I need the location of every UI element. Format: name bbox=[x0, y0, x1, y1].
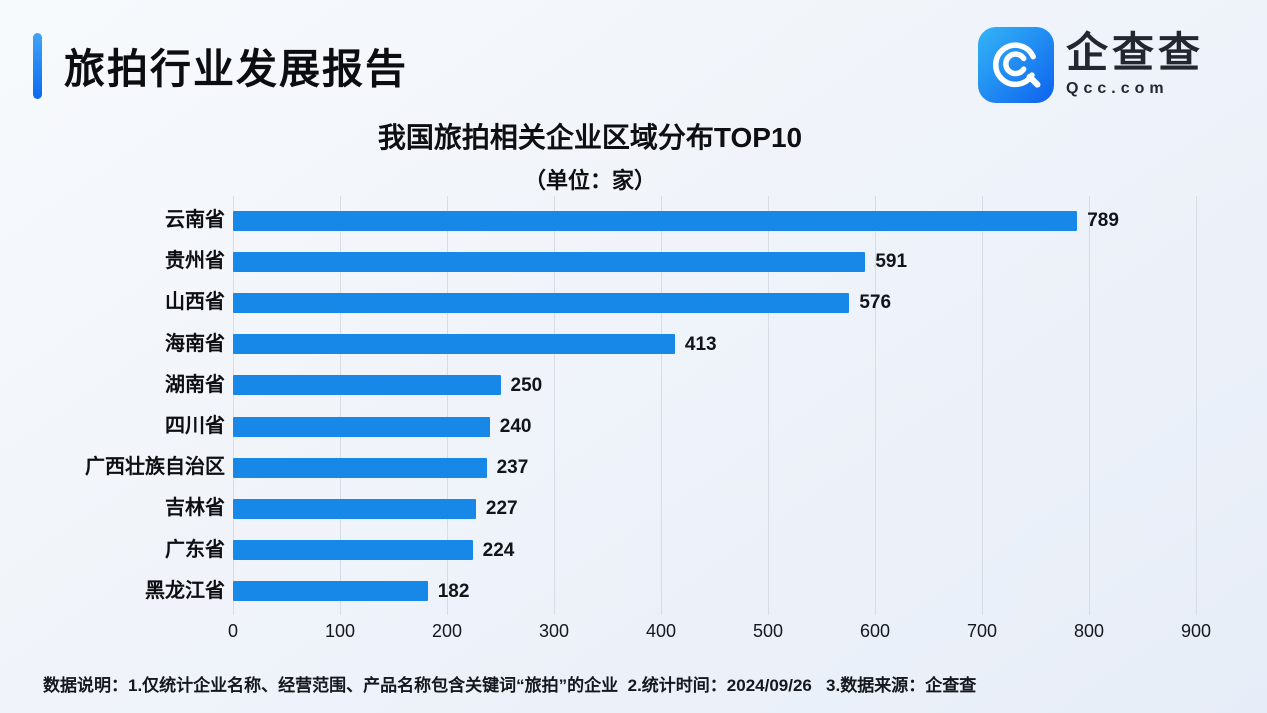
value-axis: 0 100 200 300 400 500 600 700 800 900 bbox=[228, 621, 1211, 645]
x-tick-label: 0 bbox=[227, 621, 239, 641]
category-label: 黑龙江省 bbox=[145, 579, 225, 602]
data-source-note: 数据说明：1.仅统计企业名称、经营范围、产品名称包含关键词“旅拍”的企业 2.统… bbox=[43, 676, 977, 695]
bar-row: 224 bbox=[233, 530, 1196, 571]
bar-row: 576 bbox=[233, 282, 1196, 323]
bar-row: 227 bbox=[233, 488, 1196, 529]
gridline bbox=[340, 196, 341, 615]
category-label: 云南省 bbox=[165, 209, 225, 231]
value-label: 413 bbox=[684, 333, 717, 355]
bar bbox=[233, 457, 487, 478]
brand-domain: Qcc.com bbox=[1066, 80, 1169, 97]
value-label: 237 bbox=[496, 457, 529, 479]
gridline bbox=[875, 196, 876, 615]
value-label: 591 bbox=[875, 251, 908, 273]
bar bbox=[233, 498, 476, 519]
gridline bbox=[1089, 196, 1090, 615]
x-tick-label: 500 bbox=[752, 621, 784, 641]
gridline bbox=[1196, 196, 1197, 615]
brand-text: 企查查 Qcc.com bbox=[1066, 32, 1204, 98]
category-label: 吉林省 bbox=[165, 497, 225, 520]
x-tick-label: 700 bbox=[966, 621, 998, 641]
bar-row: 182 bbox=[233, 571, 1196, 612]
bar bbox=[233, 292, 850, 313]
bar bbox=[233, 581, 428, 602]
gridline bbox=[661, 196, 662, 615]
x-tick-label: 600 bbox=[859, 621, 891, 641]
bar bbox=[233, 540, 473, 561]
bar bbox=[233, 251, 866, 272]
bar bbox=[233, 210, 1078, 231]
brand-name: 企查查 bbox=[1066, 29, 1205, 76]
category-label: 湖南省 bbox=[165, 373, 225, 396]
value-label: 789 bbox=[1087, 210, 1119, 231]
gridline bbox=[982, 196, 983, 615]
grid-layer bbox=[233, 196, 1197, 615]
page-title: 旅拍行业发展报告 bbox=[64, 46, 408, 92]
value-label: 250 bbox=[510, 374, 543, 396]
qcc-magnifier-icon bbox=[978, 27, 1054, 103]
value-label: 224 bbox=[482, 539, 515, 561]
bar bbox=[233, 334, 675, 355]
gridline bbox=[233, 196, 234, 615]
value-label: 182 bbox=[437, 580, 470, 602]
x-tick-label: 900 bbox=[1180, 621, 1212, 641]
category-label: 海南省 bbox=[165, 332, 225, 355]
chart-title: 我国旅拍相关企业区域分布TOP10 bbox=[377, 122, 803, 153]
value-label: 240 bbox=[499, 416, 532, 437]
x-tick-label: 300 bbox=[538, 621, 570, 641]
x-tick-label: 100 bbox=[324, 621, 356, 641]
title-accent-bar bbox=[33, 33, 42, 99]
bar-row: 237 bbox=[233, 447, 1196, 488]
bar-row: 250 bbox=[233, 365, 1196, 406]
category-label: 贵州省 bbox=[165, 250, 225, 273]
bar-row: 789 bbox=[233, 200, 1196, 241]
bar bbox=[233, 375, 501, 396]
qcc-brand-logo: 企查查 Qcc.com bbox=[978, 27, 1204, 103]
category-axis: 云南省贵州省山西省海南省湖南省四川省广西壮族自治区吉林省广东省黑龙江省 bbox=[0, 200, 225, 612]
bar-row: 240 bbox=[233, 406, 1196, 447]
bar-plot-area: 789 591 576 413 250 240 237 227 224 182 bbox=[233, 200, 1196, 612]
value-label: 576 bbox=[859, 292, 892, 314]
value-label: 227 bbox=[485, 498, 518, 520]
gridline bbox=[554, 196, 555, 615]
bar bbox=[233, 416, 490, 437]
bar-row: 591 bbox=[233, 241, 1196, 282]
category-label: 四川省 bbox=[165, 415, 225, 437]
category-label: 广东省 bbox=[165, 538, 225, 561]
chart-title-block: 我国旅拍相关企业区域分布TOP10 （单位：家） bbox=[0, 116, 1180, 195]
category-label: 广西壮族自治区 bbox=[85, 456, 225, 479]
chart-subtitle: （单位：家） bbox=[523, 168, 656, 193]
x-tick-label: 200 bbox=[431, 621, 463, 641]
category-label: 山西省 bbox=[165, 291, 225, 314]
x-tick-label: 400 bbox=[645, 621, 677, 641]
gridline bbox=[768, 196, 769, 615]
x-tick-label: 800 bbox=[1073, 621, 1105, 641]
bar-row: 413 bbox=[233, 324, 1196, 365]
gridline bbox=[447, 196, 448, 615]
